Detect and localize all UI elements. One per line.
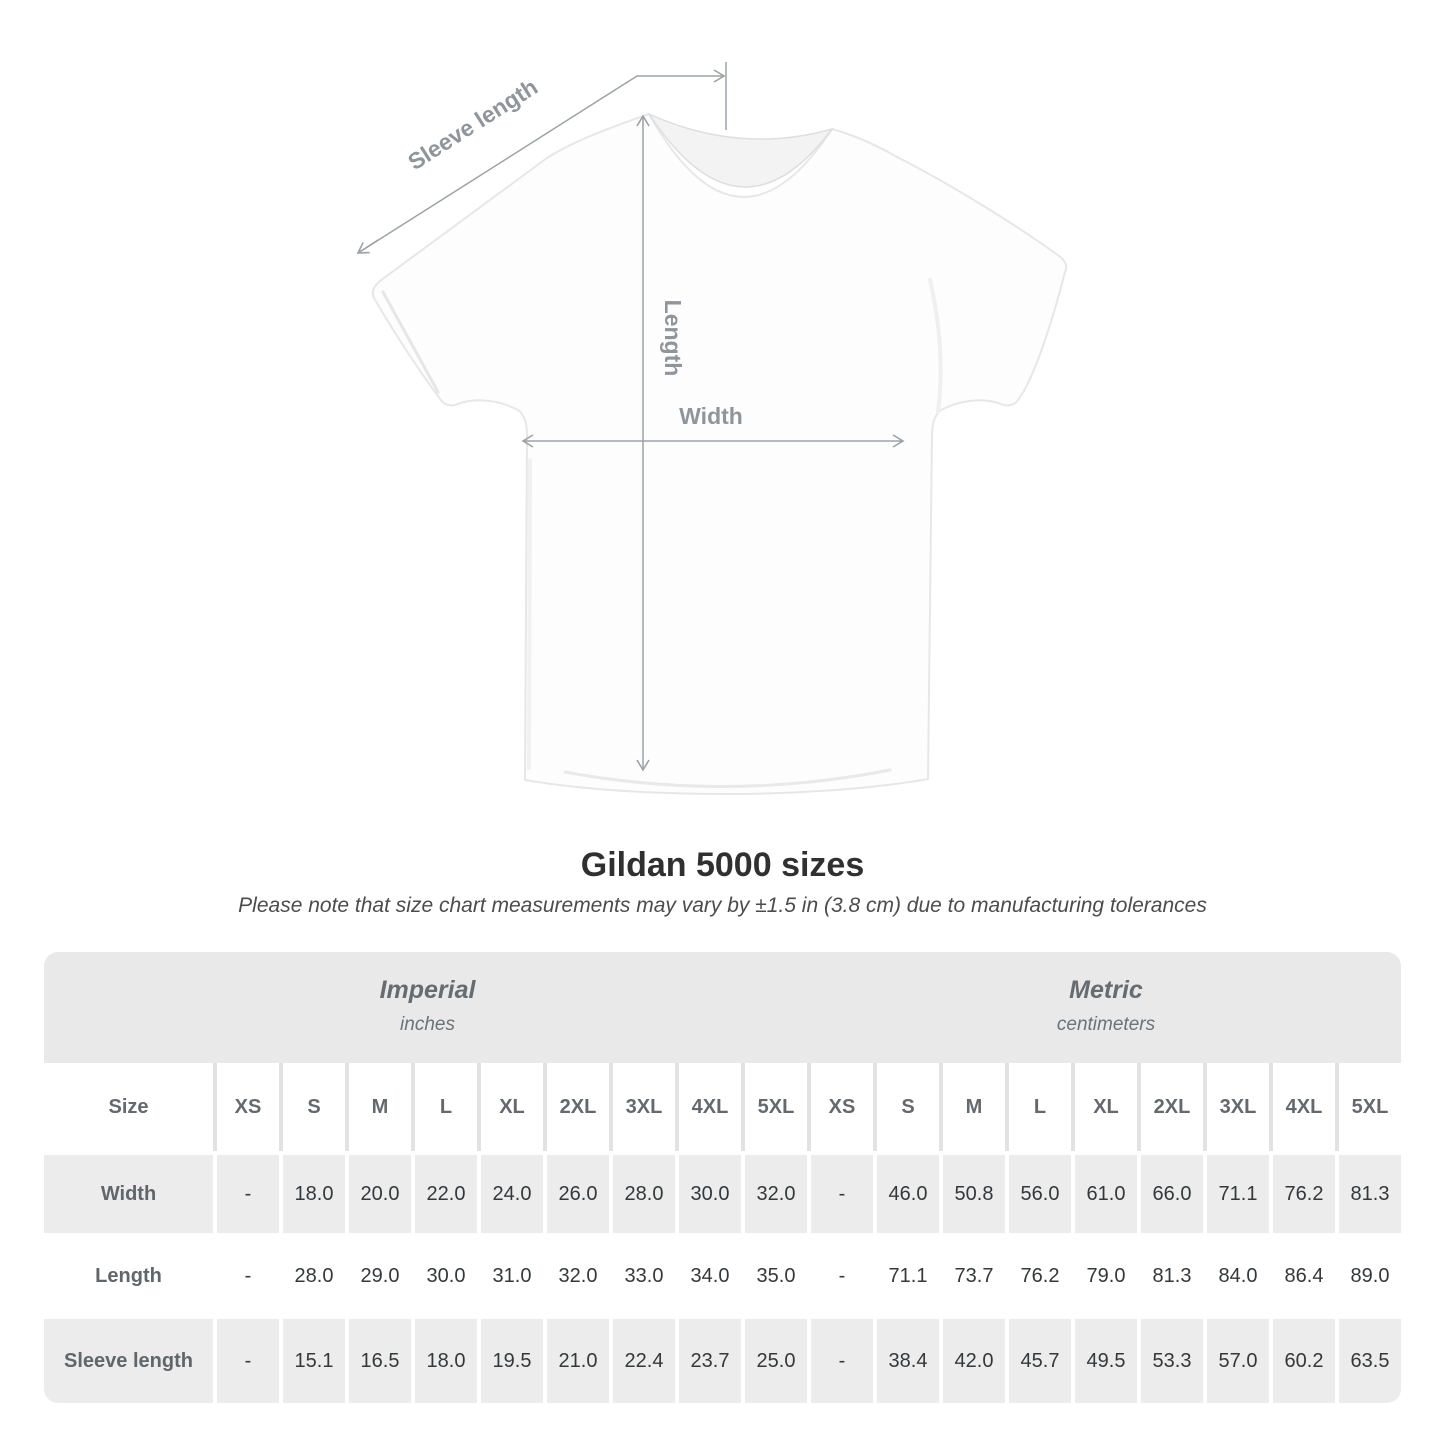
value-cell: 23.7 [679,1319,741,1403]
value-cell: 49.5 [1075,1319,1137,1403]
size-col-header: 2XL [1141,1063,1203,1151]
value-cell: 35.0 [745,1237,807,1315]
value-cell: 81.3 [1141,1237,1203,1315]
size-col-header: XL [481,1063,543,1151]
size-col-header: M [943,1063,1005,1151]
size-col-header: 5XL [1339,1063,1401,1151]
value-cell: 66.0 [1141,1155,1203,1233]
value-cell: 73.7 [943,1237,1005,1315]
sleeve-length-arrow [356,62,727,254]
value-cell: 24.0 [481,1155,543,1233]
value-cell: 29.0 [349,1237,411,1315]
value-cell: 16.5 [349,1319,411,1403]
size-col-header: XS [811,1063,873,1151]
value-cell: 56.0 [1009,1155,1071,1233]
value-cell: 28.0 [613,1155,675,1233]
value-cell: 22.0 [415,1155,477,1233]
value-cell: 76.2 [1273,1155,1335,1233]
value-cell: 57.0 [1207,1319,1269,1403]
value-cell: 15.1 [283,1319,345,1403]
width-row: Width - 18.0 20.0 22.0 24.0 26.0 28.0 30… [44,1155,1401,1233]
value-cell: 33.0 [613,1237,675,1315]
value-cell: 86.4 [1273,1237,1335,1315]
value-cell: 60.2 [1273,1319,1335,1403]
value-cell: - [217,1155,279,1233]
size-col-header: L [1009,1063,1071,1151]
row-label-cell: Length [44,1237,213,1315]
size-col-header: M [349,1063,411,1151]
size-col-header: L [415,1063,477,1151]
value-cell: 50.8 [943,1155,1005,1233]
value-cell: 42.0 [943,1319,1005,1403]
value-cell: 22.4 [613,1319,675,1403]
value-cell: 32.0 [745,1155,807,1233]
unit-header-band: Imperial inches Metric centimeters [44,952,1401,1063]
size-col-header: S [877,1063,939,1151]
value-cell: - [811,1319,873,1403]
inches-label: inches [400,1014,455,1035]
value-cell: - [217,1319,279,1403]
table-header-row: Size XS S M L XL 2XL 3XL 4XL 5XL XS S M … [44,1063,1401,1151]
value-cell: 71.1 [877,1237,939,1315]
value-cell: 26.0 [547,1155,609,1233]
value-cell: - [811,1155,873,1233]
value-cell: - [217,1237,279,1315]
value-cell: 30.0 [415,1237,477,1315]
size-col-header: XS [217,1063,279,1151]
size-col-header: 3XL [1207,1063,1269,1151]
value-cell: 21.0 [547,1319,609,1403]
value-cell: 19.5 [481,1319,543,1403]
chart-title: Gildan 5000 sizes [580,846,865,884]
size-col-header: 4XL [1273,1063,1335,1151]
value-cell: 32.0 [547,1237,609,1315]
size-col-header: 5XL [745,1063,807,1151]
row-label-cell: Sleeve length [44,1319,213,1403]
value-cell: 46.0 [877,1155,939,1233]
value-cell: 71.1 [1207,1155,1269,1233]
value-cell: 20.0 [349,1155,411,1233]
value-cell: 30.0 [679,1155,741,1233]
tolerance-note: Please note that size chart measurements… [238,894,1207,917]
size-col-header: XL [1075,1063,1137,1151]
value-cell: - [811,1237,873,1315]
size-col-header: 3XL [613,1063,675,1151]
width-label: Width [679,403,743,429]
tshirt-illustration: Sleeve length Length Width [356,62,1068,795]
value-cell: 81.3 [1339,1155,1401,1233]
value-cell: 28.0 [283,1237,345,1315]
value-cell: 34.0 [679,1237,741,1315]
value-cell: 61.0 [1075,1155,1137,1233]
metric-label: Metric [1069,976,1143,1004]
value-cell: 18.0 [283,1155,345,1233]
value-cell: 18.0 [415,1319,477,1403]
value-cell: 31.0 [481,1237,543,1315]
size-col-header: 4XL [679,1063,741,1151]
value-cell: 38.4 [877,1319,939,1403]
value-cell: 45.7 [1009,1319,1071,1403]
value-cell: 76.2 [1009,1237,1071,1315]
value-cell: 84.0 [1207,1237,1269,1315]
metric-header: Metric centimeters [811,952,1401,1063]
value-cell: 79.0 [1075,1237,1137,1315]
value-cell: 63.5 [1339,1319,1401,1403]
tshirt-graphic [371,112,1068,795]
value-cell: 53.3 [1141,1319,1203,1403]
sleeve-length-label: Sleeve length [403,73,542,175]
centimeters-label: centimeters [1056,1014,1156,1035]
size-table: Imperial inches Metric centimeters Size … [44,952,1401,1403]
row-label-cell: Width [44,1155,213,1233]
length-row: Length - 28.0 29.0 30.0 31.0 32.0 33.0 3… [44,1237,1401,1315]
size-col-header: S [283,1063,345,1151]
size-header-cell: Size [44,1063,213,1151]
imperial-label: Imperial [379,976,476,1004]
imperial-header: Imperial inches [44,952,811,1063]
value-cell: 25.0 [745,1319,807,1403]
size-col-header: 2XL [547,1063,609,1151]
sleeve-length-row: Sleeve length - 15.1 16.5 18.0 19.5 21.0… [44,1319,1401,1403]
length-label: Length [660,300,686,377]
value-cell: 89.0 [1339,1237,1401,1315]
